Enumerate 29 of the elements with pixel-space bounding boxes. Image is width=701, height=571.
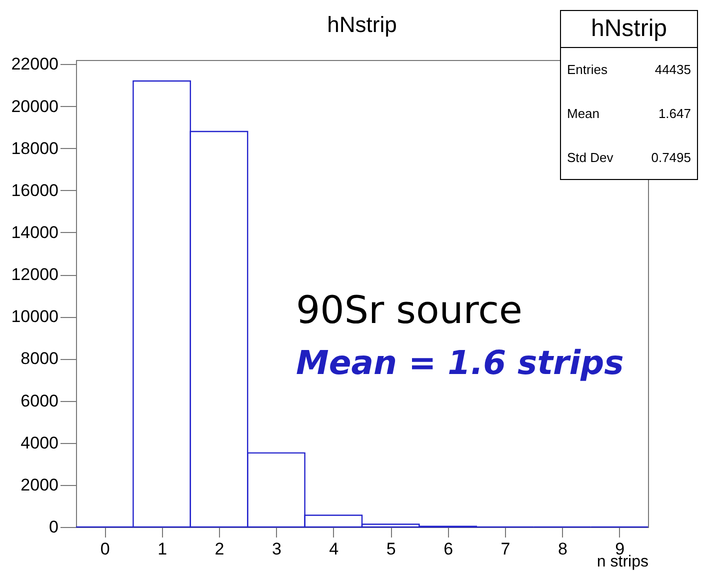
x-tick-label: 7 [500,540,510,558]
y-tick-label: 4000 [20,433,58,452]
x-tick-label: 3 [272,540,282,558]
y-tick-label: 14000 [11,222,58,242]
y-tick-label: 10000 [11,307,58,326]
y-tick-label: 12000 [11,265,58,284]
y-tick-label: 2000 [20,475,58,494]
x-tick-label: 4 [329,540,339,558]
y-tick-label: 20000 [11,96,58,116]
y-tick-label: 8000 [20,349,58,368]
y-tick-label: 0 [49,518,58,536]
text: Entries 44435 [567,62,691,77]
chart-title: hNstrip [327,12,397,38]
x-tick-label: 0 [100,540,110,558]
x-tick-label: 5 [386,540,396,558]
x-tick-label: 6 [444,540,454,558]
y-tick-label: 6000 [20,391,58,410]
y-tick-label: 16000 [11,180,58,200]
x-tick-label: 2 [214,540,224,558]
annotation: 90Sr source [296,288,522,332]
text: Mean 1.647 [567,106,691,121]
x-axis-title: n strips [596,554,648,570]
y-tick-label: 18000 [11,138,58,158]
x-tick-label: 8 [558,540,568,558]
x-tick-label: 1 [158,540,168,558]
annotation: Mean = 1.6 strips [296,343,624,382]
text: Std Dev 0.7495 [567,150,691,165]
y-tick-label: 22000 [11,54,58,74]
text: hNstrip [561,11,697,48]
